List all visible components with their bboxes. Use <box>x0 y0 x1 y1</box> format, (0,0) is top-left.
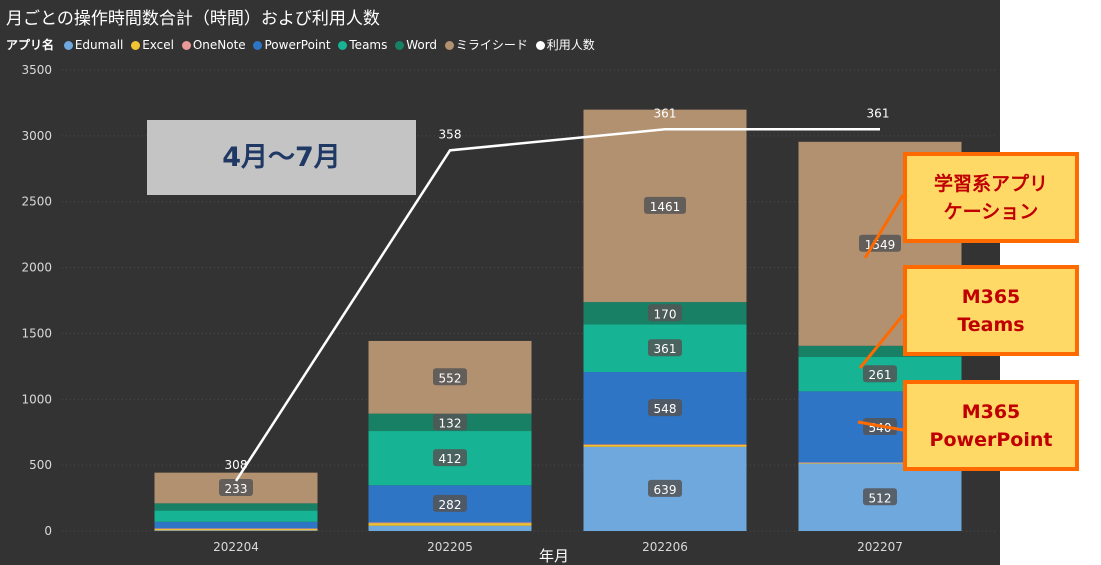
data-label: 512 <box>869 491 892 505</box>
data-label: 412 <box>439 452 462 466</box>
data-label-background <box>648 399 682 417</box>
bar-segment <box>154 521 318 529</box>
powerpoint-callout-connector <box>857 420 904 432</box>
legend: アプリ名 Edumall Excel OneNote PowerPoint Te… <box>6 36 599 53</box>
bar-segment <box>368 525 532 531</box>
legend-label: PowerPoint <box>264 38 331 52</box>
users-data-label: 308 <box>225 458 248 472</box>
users-data-label: 361 <box>654 106 677 120</box>
legend-label: Word <box>406 38 438 52</box>
data-label-background <box>648 479 682 497</box>
x-tick-label: 202204 <box>213 540 259 554</box>
data-label: 132 <box>439 416 462 430</box>
legend-item-edumall[interactable]: Edumall <box>63 38 124 52</box>
learning-apps-callout: 学習系アプリ ケーション <box>903 152 1079 243</box>
data-label: 233 <box>225 482 248 496</box>
legend-item-onenote[interactable]: OneNote <box>181 38 246 52</box>
y-tick-label: 1500 <box>21 326 52 340</box>
data-label: 548 <box>654 402 677 416</box>
legend-item-miraiseed[interactable]: ミライシード <box>444 38 528 52</box>
x-tick-label: 202205 <box>427 540 473 554</box>
y-tick-label: 3500 <box>21 63 52 77</box>
legend-marker <box>338 41 348 50</box>
data-label-background <box>863 488 897 506</box>
teams-callout-connector <box>858 314 905 369</box>
legend-marker <box>181 41 191 50</box>
legend-marker <box>535 41 545 50</box>
y-tick-label: 500 <box>29 458 52 472</box>
chart-title: 月ごとの操作時間数合計（時間）および利用人数 <box>6 9 380 29</box>
bar-segment <box>154 503 318 511</box>
legend-marker <box>395 41 405 50</box>
teams-callout-text: M365 Teams <box>957 285 1025 336</box>
users-data-label: 361 <box>867 106 890 120</box>
legend-marker <box>444 41 454 50</box>
bar-segment <box>154 528 318 530</box>
legend-item-excel[interactable]: Excel <box>131 38 174 52</box>
bar-segment <box>154 529 318 531</box>
data-label-background <box>648 339 682 357</box>
bar-segment <box>154 510 318 522</box>
users-line <box>234 128 880 482</box>
y-tick-label: 3000 <box>21 129 52 143</box>
data-label: 1461 <box>650 200 681 214</box>
bar-segment <box>154 530 318 531</box>
legend-item-teams[interactable]: Teams <box>338 38 387 52</box>
data-label-background <box>863 365 897 383</box>
bar-segment <box>798 462 962 464</box>
data-label: 361 <box>654 342 677 356</box>
data-label: 261 <box>869 368 892 382</box>
bar-segment <box>368 522 532 524</box>
powerpoint-callout-text: M365 PowerPoint <box>929 400 1053 451</box>
data-label-background <box>644 196 686 214</box>
bar-segment <box>798 462 962 464</box>
bar-segment <box>368 523 532 526</box>
data-label: 552 <box>439 371 462 385</box>
legend-marker <box>131 41 141 50</box>
users-data-label: 358 <box>439 127 462 141</box>
y-tick-label: 1000 <box>21 392 52 406</box>
bar-segment <box>583 444 747 447</box>
teams-callout: M365 Teams <box>903 265 1079 356</box>
data-label-background <box>648 304 682 322</box>
learning-callout-connector <box>863 194 905 259</box>
legend-label: Edumall <box>74 38 124 52</box>
x-axis-title: 年月 <box>539 547 569 565</box>
data-label-background <box>219 478 253 496</box>
legend-marker <box>253 41 263 50</box>
data-label-background <box>433 413 467 431</box>
bar-segment <box>583 444 747 445</box>
y-tick-label: 2000 <box>21 261 52 275</box>
legend-label: ミライシード <box>455 38 528 52</box>
y-tick-label: 2500 <box>21 195 52 209</box>
data-label-background <box>433 494 467 512</box>
x-tick-label: 202207 <box>857 540 903 554</box>
legend-label: 利用人数 <box>546 38 595 52</box>
data-label: 639 <box>654 483 677 497</box>
x-tick-label: 202206 <box>642 540 688 554</box>
legend-marker <box>63 41 73 50</box>
data-label-background <box>433 449 467 467</box>
powerpoint-callout: M365 PowerPoint <box>903 380 1079 471</box>
legend-label: Excel <box>142 38 174 52</box>
legend-item-users[interactable]: 利用人数 <box>535 38 595 52</box>
legend-label: Teams <box>349 38 388 52</box>
data-label: 282 <box>439 498 462 512</box>
data-label: 170 <box>654 307 677 321</box>
data-label-background <box>859 234 901 252</box>
legend-label: OneNote <box>192 38 246 52</box>
legend-item-word[interactable]: Word <box>395 38 437 52</box>
learning-apps-callout-text: 学習系アプリ ケーション <box>933 172 1048 223</box>
legend-item-powerpoint[interactable]: PowerPoint <box>253 38 331 52</box>
y-tick-label: 0 <box>44 524 52 538</box>
data-label-background <box>433 368 467 386</box>
bar-segment <box>798 345 962 358</box>
period-callout: 4月～7月 <box>147 120 416 195</box>
legend-title: アプリ名 <box>6 38 55 52</box>
